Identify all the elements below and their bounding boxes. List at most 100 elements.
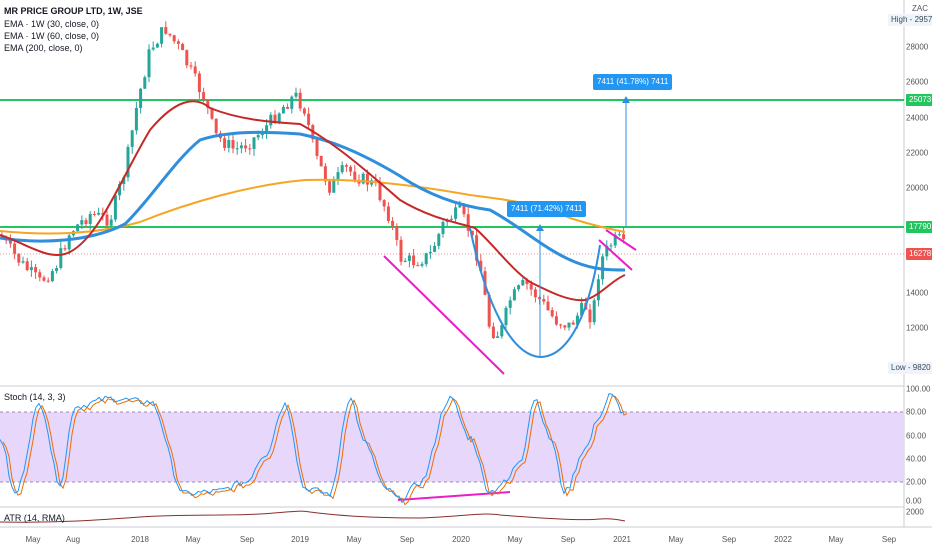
candle-body [344,165,348,167]
candles-group [0,21,626,339]
candle-body [470,230,474,236]
candle-body [546,301,550,311]
candle-body [269,114,273,126]
candle-body [567,322,571,328]
candle-body [613,234,617,246]
atr-tick: 2000 [906,507,924,517]
candle-body [101,212,105,215]
candle-body [235,148,239,150]
stoch-tick: 40.00 [906,454,927,464]
symbol-title[interactable]: MR PRICE GROUP LTD, 1W, JSE [4,6,143,16]
candle-body [315,139,319,156]
ema-200-legend[interactable]: EMA (200, close, 0) [4,43,83,53]
candle-body [223,138,227,148]
candle-body [88,214,92,224]
candle-body [197,73,201,93]
candle-body [260,133,264,136]
candle-body [328,181,332,193]
candle-body [575,315,579,325]
candle-body [164,27,168,34]
candle-body [428,251,432,254]
candle-body [466,214,470,231]
candle-body [214,118,218,134]
candle-body [332,179,336,193]
candle-body [491,326,495,338]
candle-body [13,243,17,254]
stoch-tick: 20.00 [906,477,927,487]
candle-body [231,140,235,149]
time-label: May [185,535,201,544]
candle-body [29,267,33,271]
time-label: Sep [239,535,255,544]
candle-body [46,280,50,282]
candle-body [382,200,386,207]
flag-lower-trendline[interactable] [598,239,633,271]
measure-small-arrowhead [536,224,544,231]
candle-body [281,106,285,114]
candle-body [508,300,512,308]
candle-body [412,255,416,266]
candle-body [605,245,609,257]
candle-body [256,135,260,138]
candle-body [277,113,281,123]
candle-body [407,255,411,261]
candle-body [437,233,441,246]
measure-small-label[interactable]: 7411 (71.42%) 7411 [507,201,587,217]
down-trendline-main[interactable] [383,255,505,375]
candle-body [592,300,596,323]
candle-body [441,221,445,234]
candle-body [563,325,567,328]
candle-body [588,309,592,323]
candle-body [571,322,575,325]
time-label: May [346,535,362,544]
candle-body [273,114,277,123]
resistance-price-tag: 25073 [906,94,932,106]
price-tick: 22000 [906,148,929,158]
price-tick: 20000 [906,183,929,193]
atr-label[interactable]: ATR (14, RMA) [4,513,65,523]
candle-body [550,310,554,317]
last-price-tag: 16278 [906,248,932,260]
candle-body [533,289,537,298]
stoch-label[interactable]: Stoch (14, 3, 3) [4,392,66,402]
candle-body [55,267,59,272]
currency-label: ZAC [912,4,928,13]
stoch-divergence-line[interactable] [397,491,511,501]
candle-body [63,248,67,250]
candle-body [500,325,504,337]
candle-body [391,220,395,227]
candle-body [286,106,290,109]
price-tick: 28000 [906,42,929,52]
candle-body [25,261,29,271]
time-label: 2018 [131,535,149,544]
candle-body [454,207,458,219]
candle-body [80,220,84,225]
measure-big-label[interactable]: 7411 (41.78%) 7411 [593,74,673,90]
candle-body [202,92,206,101]
stoch-d-line [2,395,628,506]
ema-60-line [0,130,626,272]
candle-body [151,47,155,50]
candle-body [521,280,525,286]
candle-body [424,253,428,265]
flag-upper-trendline[interactable] [605,229,637,251]
price-tick: 14000 [906,288,929,298]
candle-body [399,239,403,262]
candle-body [319,155,323,167]
ema-30-legend[interactable]: EMA · 1W (30, close, 0) [4,19,100,29]
candle-body [475,235,479,261]
candle-body [517,285,521,290]
candle-body [181,43,185,51]
candle-body [244,145,248,149]
candle-body [542,299,546,302]
support-price-tag: 17790 [906,221,932,233]
candle-body [365,173,369,185]
ema-60-legend[interactable]: EMA · 1W (60, close, 0) [4,31,100,41]
candle-body [176,41,180,44]
candle-body [323,166,327,182]
candle-body [21,261,25,263]
candle-body [59,248,63,268]
candle-body [84,220,88,224]
candle-body [34,267,38,273]
